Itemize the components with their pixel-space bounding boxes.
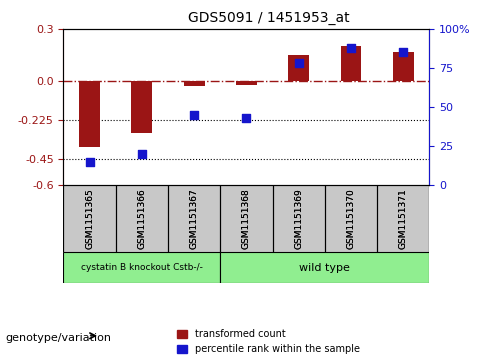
FancyBboxPatch shape <box>220 185 273 252</box>
Bar <box>236 81 257 85</box>
Bar <box>288 55 309 81</box>
Legend: transformed count, percentile rank within the sample: transformed count, percentile rank withi… <box>173 326 364 358</box>
Text: GSM1151369: GSM1151369 <box>294 188 303 249</box>
Text: GSM1151368: GSM1151368 <box>242 188 251 249</box>
FancyBboxPatch shape <box>377 185 429 252</box>
Text: GSM1151366: GSM1151366 <box>137 188 146 249</box>
Point <box>138 151 146 157</box>
FancyBboxPatch shape <box>63 185 116 252</box>
Text: GSM1151365: GSM1151365 <box>85 188 94 249</box>
Text: GSM1151366: GSM1151366 <box>137 188 146 249</box>
Text: GSM1151369: GSM1151369 <box>294 188 303 249</box>
Text: GSM1151368: GSM1151368 <box>242 188 251 249</box>
Point <box>243 115 250 121</box>
Point <box>190 112 198 118</box>
Bar <box>131 81 152 133</box>
Text: GSM1151370: GSM1151370 <box>346 188 356 249</box>
Text: genotype/variation: genotype/variation <box>5 333 111 343</box>
Text: cystatin B knockout Cstb-/-: cystatin B knockout Cstb-/- <box>81 263 203 272</box>
FancyBboxPatch shape <box>63 252 220 283</box>
Bar <box>341 46 362 81</box>
Point <box>295 61 303 66</box>
Text: GSM1151365: GSM1151365 <box>85 188 94 249</box>
Bar <box>183 81 204 86</box>
Text: GSM1151367: GSM1151367 <box>190 188 199 249</box>
FancyBboxPatch shape <box>168 185 220 252</box>
Text: GSM1151371: GSM1151371 <box>399 188 408 249</box>
FancyBboxPatch shape <box>273 185 325 252</box>
Bar <box>79 81 100 147</box>
Text: GDS5091 / 1451953_at: GDS5091 / 1451953_at <box>187 11 349 25</box>
Text: GSM1151367: GSM1151367 <box>190 188 199 249</box>
FancyBboxPatch shape <box>220 252 429 283</box>
Text: GSM1151371: GSM1151371 <box>399 188 408 249</box>
Point <box>399 49 407 55</box>
FancyBboxPatch shape <box>116 185 168 252</box>
Text: wild type: wild type <box>300 262 350 273</box>
Bar <box>393 52 414 81</box>
Text: GSM1151370: GSM1151370 <box>346 188 356 249</box>
Point <box>347 45 355 51</box>
FancyBboxPatch shape <box>325 185 377 252</box>
Point <box>86 159 94 164</box>
